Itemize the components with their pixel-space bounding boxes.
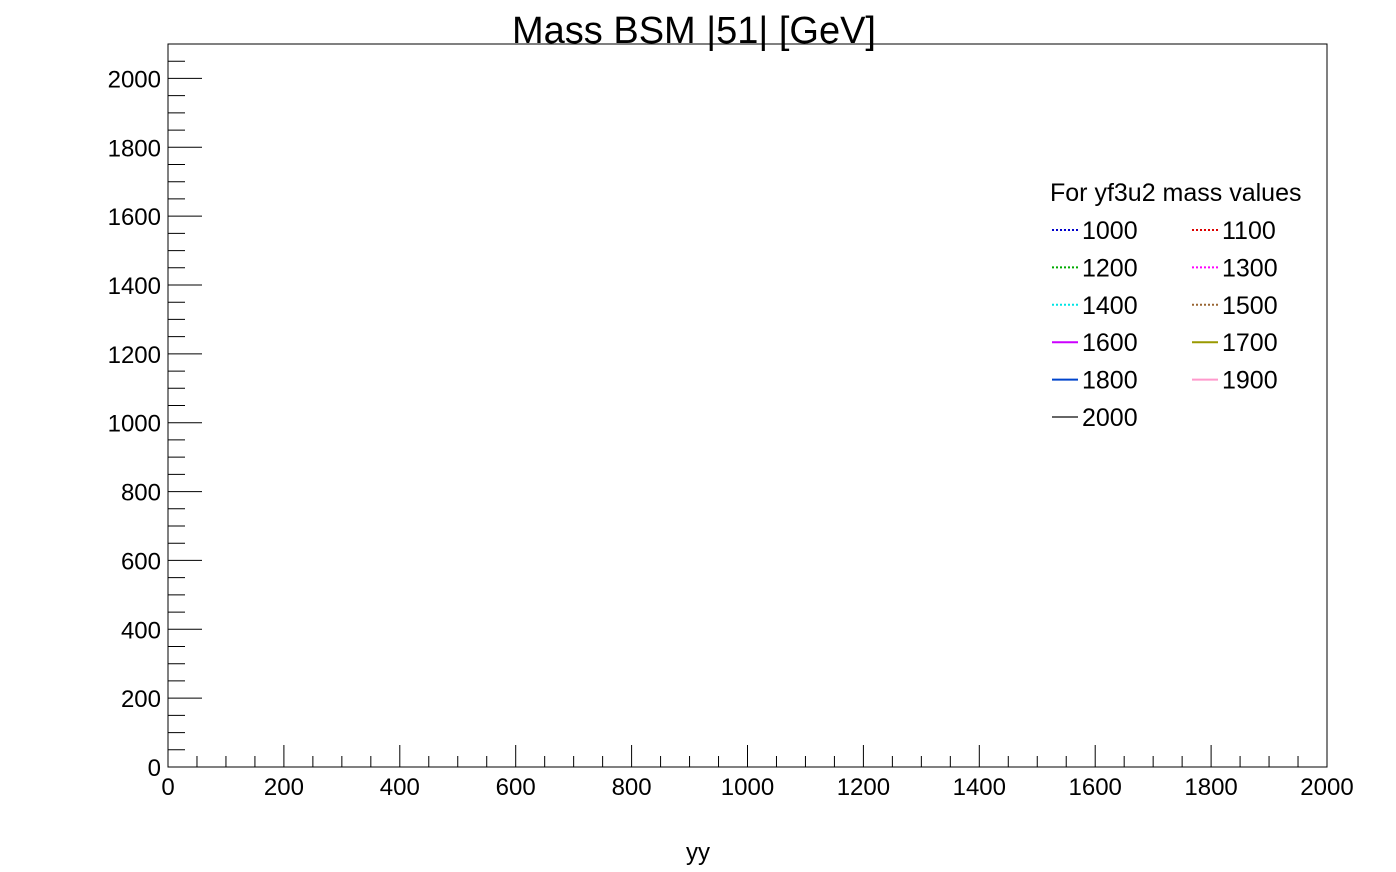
x-tick-label: 600 bbox=[496, 774, 536, 801]
y-tick-label: 1800 bbox=[108, 135, 161, 162]
x-tick-label: 1400 bbox=[953, 774, 1006, 801]
legend-entry: 1300 bbox=[1222, 254, 1278, 282]
x-axis: 0 200 400 600 800 1000 1200 1400 1600 1800 2000 bbox=[161, 745, 1354, 801]
legend-entry: 2000 bbox=[1082, 404, 1138, 432]
y-axis: 0 200 400 600 800 1000 1200 1400 1600 1800 2000 bbox=[108, 43, 202, 782]
legend-entry: 1200 bbox=[1082, 254, 1138, 282]
chart-title: Mass BSM |51| [GeV] bbox=[512, 10, 876, 52]
legend-entry: 1800 bbox=[1082, 367, 1138, 395]
x-axis-label: yy bbox=[686, 839, 710, 866]
y-tick-label: 800 bbox=[121, 480, 161, 507]
x-tick-label: 1200 bbox=[837, 774, 890, 801]
legend-entry: 1500 bbox=[1222, 292, 1278, 320]
x-tick-label: 800 bbox=[612, 774, 652, 801]
legend-entry: 1700 bbox=[1222, 329, 1278, 357]
y-tick-label: 1400 bbox=[108, 273, 161, 300]
legend-title: For yf3u2 mass values bbox=[1050, 179, 1302, 207]
y-tick-label: 1200 bbox=[108, 342, 161, 369]
x-tick-label: 0 bbox=[161, 774, 174, 801]
y-tick-label: 200 bbox=[121, 686, 161, 713]
legend-entry: 1000 bbox=[1082, 217, 1138, 245]
y-tick-label: 1600 bbox=[108, 204, 161, 231]
legend-entry: 1900 bbox=[1222, 367, 1278, 395]
x-tick-label: 400 bbox=[380, 774, 420, 801]
y-tick-label: 600 bbox=[121, 548, 161, 575]
y-tick-label: 2000 bbox=[108, 66, 161, 93]
legend: For yf3u2 mass values 1000 1100 1200 1300 140… bbox=[1050, 179, 1302, 432]
x-tick-label: 2000 bbox=[1300, 774, 1353, 801]
x-tick-label: 1800 bbox=[1184, 774, 1237, 801]
y-tick-label: 400 bbox=[121, 617, 161, 644]
x-tick-label: 200 bbox=[264, 774, 304, 801]
y-tick-label: 0 bbox=[148, 755, 161, 782]
x-tick-label: 1000 bbox=[721, 774, 774, 801]
legend-entry: 1400 bbox=[1082, 292, 1138, 320]
legend-entry: 1600 bbox=[1082, 329, 1138, 357]
plot-frame bbox=[167, 43, 1328, 768]
y-tick-label: 1000 bbox=[108, 411, 161, 438]
legend-entry: 1100 bbox=[1222, 217, 1276, 245]
x-tick-label: 1600 bbox=[1069, 774, 1122, 801]
